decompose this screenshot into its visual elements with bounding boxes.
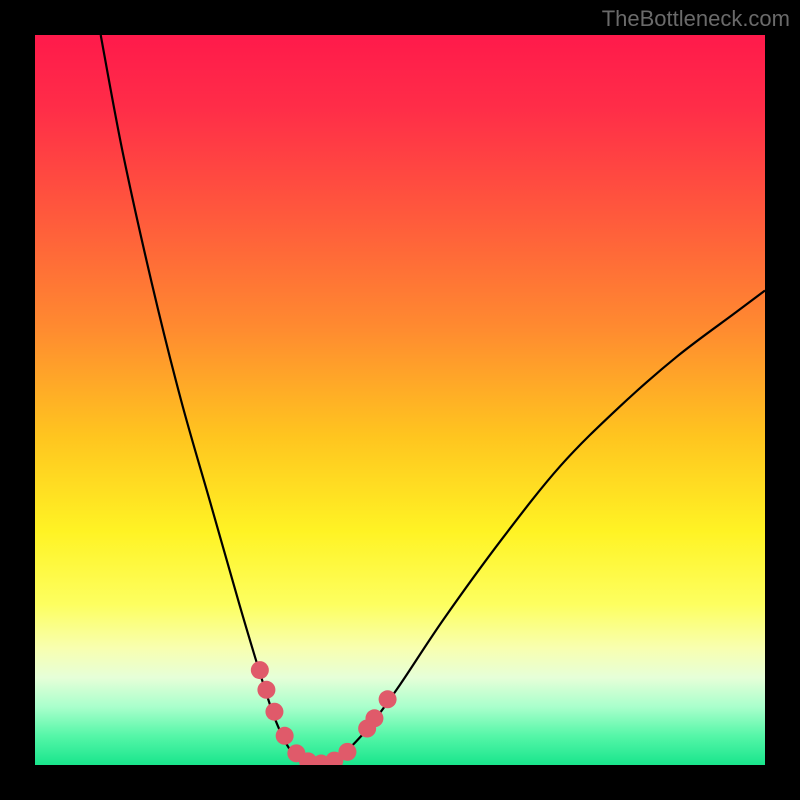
chart-plot-area [35,35,765,765]
highlight-marker [251,661,269,679]
highlight-marker [265,703,283,721]
watermark-text: TheBottleneck.com [602,6,790,32]
highlight-marker [379,690,397,708]
highlight-marker [257,681,275,699]
highlight-marker [365,709,383,727]
gradient-background [35,35,765,765]
chart-svg [35,35,765,765]
highlight-marker [276,727,294,745]
highlight-marker [338,743,356,761]
